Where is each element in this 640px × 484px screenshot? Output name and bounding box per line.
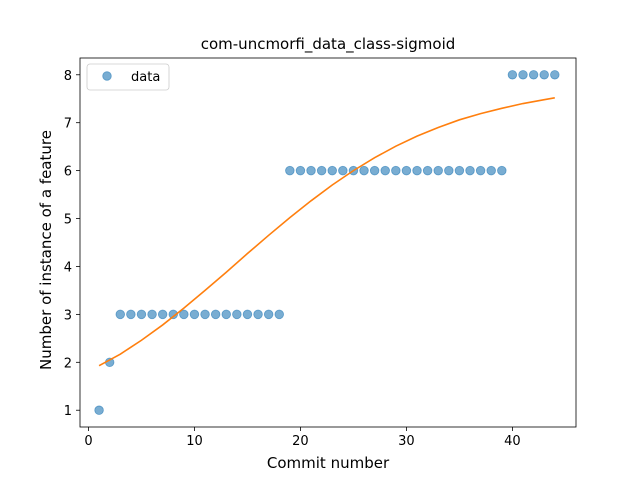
data-point [528,70,539,80]
data-point [475,165,486,176]
data-point [115,309,125,320]
data-point [412,165,422,176]
data-point [465,165,475,176]
y-tick-label: 3 [64,308,72,323]
data-point [369,165,380,176]
data-point [136,309,147,320]
chart-title: com-uncmorfi_data_class-sigmoid [201,35,456,54]
data-point [295,165,306,176]
data-point [242,309,253,320]
x-tick-label: 0 [84,434,92,449]
data-point [210,309,221,320]
data-point [391,165,401,176]
data-point [454,165,465,176]
data-point [433,165,443,176]
data-point [518,70,528,80]
x-tick-label: 30 [398,434,415,449]
y-tick-label: 7 [64,117,72,132]
data-point [179,309,189,320]
data-point [422,165,433,176]
data-point [316,165,327,176]
y-tick-label: 4 [64,260,72,275]
fit-line [98,96,555,367]
data-point [550,70,560,80]
data-point [263,309,274,320]
legend: data [86,63,170,91]
data-point [189,309,200,320]
data-point [157,309,168,320]
data-point [497,165,507,176]
plot-area: 0 10 20 30 40 1 2 3 4 5 6 7 8 data [64,57,577,449]
data-point [94,405,104,415]
data-point [539,70,549,80]
x-tick-label: 20 [292,434,309,449]
legend-marker [102,71,112,81]
y-tick-label: 1 [64,404,72,419]
data-point [401,165,412,176]
legend-frame [86,63,170,91]
y-tick-label: 6 [64,165,72,180]
x-tick-label: 40 [504,434,521,449]
data-point [253,309,263,320]
data-point [232,309,242,320]
data-point [507,70,518,80]
data-point [200,309,210,320]
y-tick-label: 5 [64,213,72,228]
x-axis-label: Commit number [267,454,390,472]
data-point [221,309,231,320]
data-point [168,309,178,320]
data-point [380,165,390,176]
data-point [486,165,496,176]
axes-frame [79,57,577,428]
data-point [306,165,316,176]
y-tick-label: 8 [64,69,72,84]
data-point [274,309,284,320]
data-point [285,165,295,176]
y-tick-label: 2 [64,356,72,371]
data-point [126,309,136,320]
x-tick-label: 10 [186,434,203,449]
data-point [444,165,454,176]
data-point [327,165,337,176]
legend-label: data [131,70,160,85]
data-point [338,165,348,176]
data-point [359,165,369,176]
data-point [147,309,157,320]
y-axis-label: Number of instance of a feature [37,130,55,370]
